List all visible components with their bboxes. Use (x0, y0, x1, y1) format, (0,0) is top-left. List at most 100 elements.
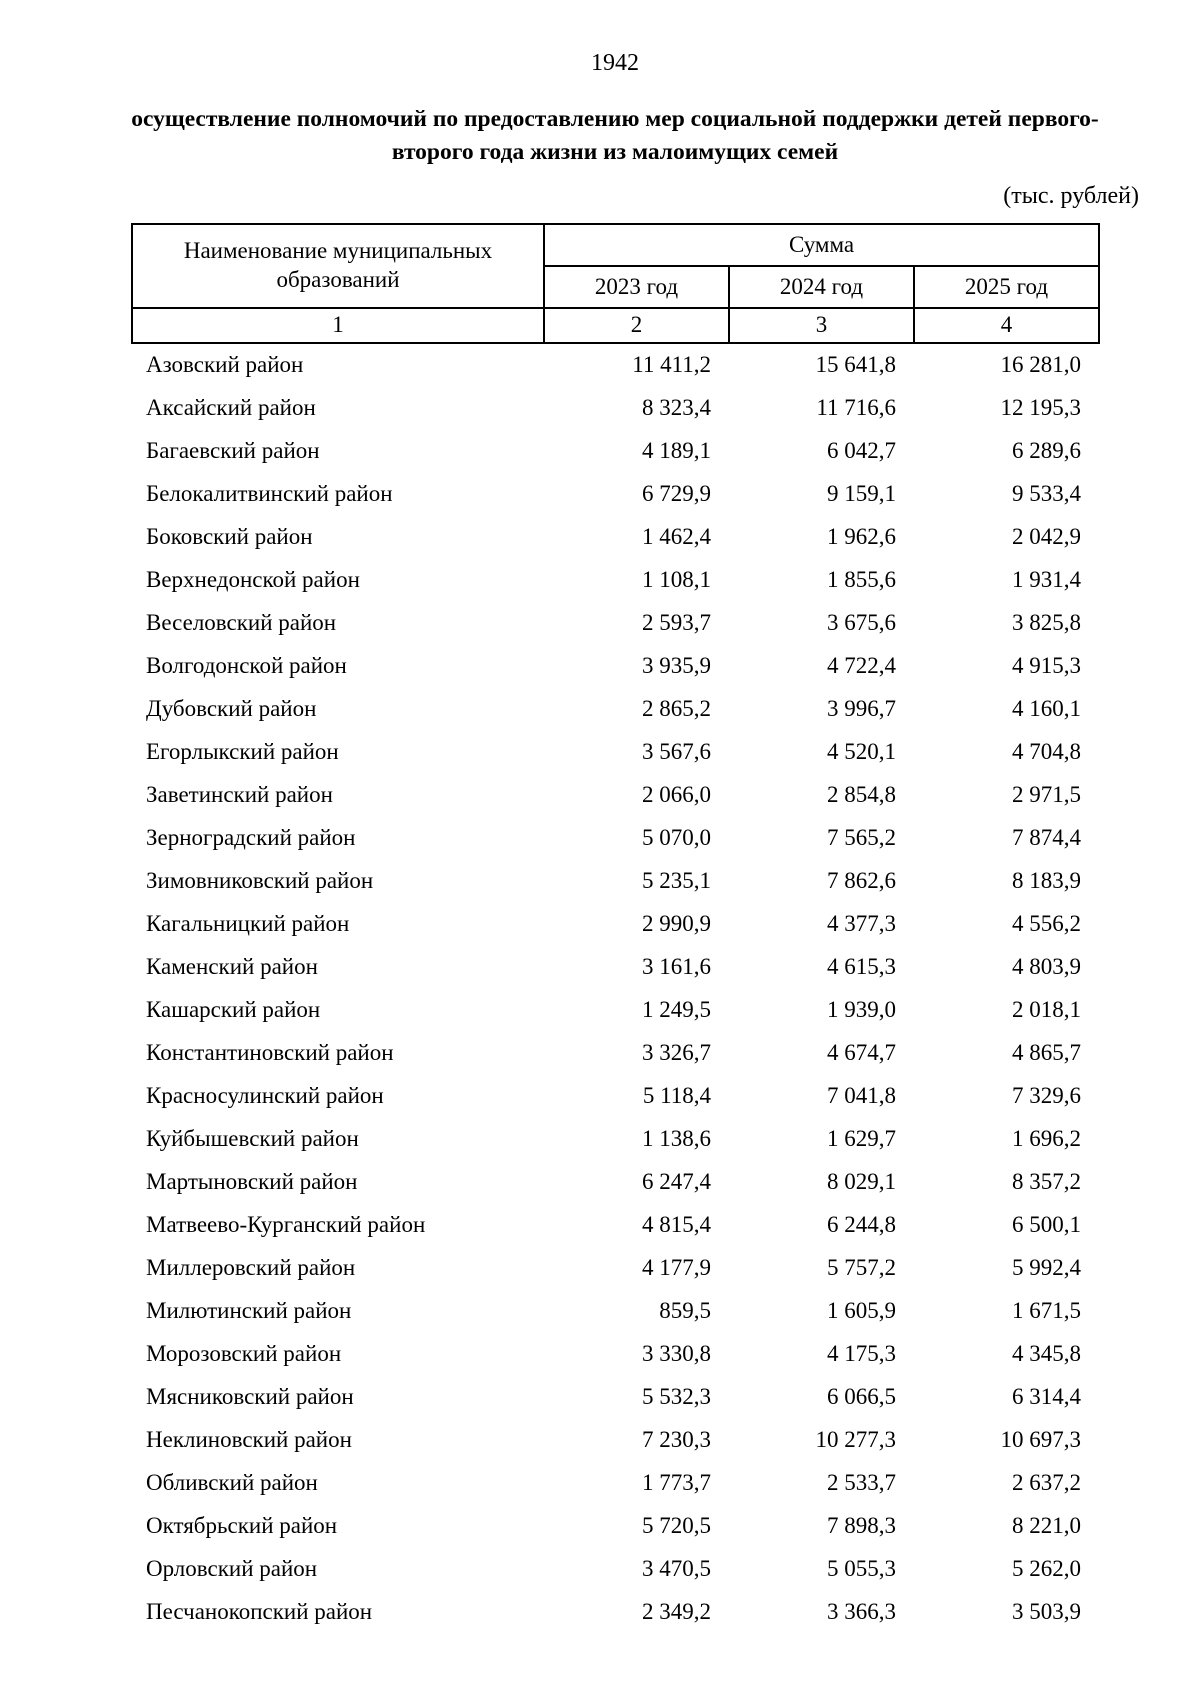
value-2025-cell: 4 556,2 (1012, 911, 1082, 937)
value-2024-cell: 1 855,6 (827, 567, 896, 593)
value-2025-cell: 6 289,6 (1012, 438, 1082, 464)
table-row: Багаевский район 4 189,1 6 042,7 6 289,6 (132, 430, 1099, 473)
table-row: Белокалитвинский район 6 729,9 9 159,1 9 53… (132, 473, 1099, 516)
value-2023-cell: 2 066,0 (642, 782, 711, 808)
table-row: Зерноградский район 5 070,0 7 565,2 7 874,4 (132, 817, 1099, 860)
value-2023-cell: 5 532,3 (642, 1384, 711, 1410)
value-2023-cell: 11 411,2 (632, 352, 711, 378)
value-2023-cell: 4 815,4 (642, 1212, 711, 1238)
value-2024-cell: 4 615,3 (827, 954, 896, 980)
table-row: Матвеево-Курганский район 4 815,4 6 244,8 6… (132, 1204, 1099, 1247)
value-2023-cell: 8 323,4 (642, 395, 711, 421)
value-2025-cell: 3 825,8 (1012, 610, 1082, 636)
value-2024-cell: 4 674,7 (827, 1040, 896, 1066)
value-2023-cell: 6 247,4 (642, 1169, 711, 1195)
value-2025-cell: 2 018,1 (1012, 997, 1082, 1023)
page-content: 1942 осуществление полномочий по предост… (131, 0, 1139, 1634)
district-name-cell: Милютинский район (146, 1298, 352, 1324)
value-2023-cell: 3 935,9 (642, 653, 711, 679)
value-2025-cell: 8 357,2 (1012, 1169, 1082, 1195)
value-2025-cell: 16 281,0 (1000, 352, 1082, 378)
value-2025-cell: 10 697,3 (1000, 1427, 1082, 1453)
value-2023-cell: 1 108,1 (642, 567, 711, 593)
district-name-cell: Каменский район (146, 954, 318, 980)
header-years-row: 2023 год 2024 год 2025 год (132, 264, 1101, 309)
value-2025-cell: 4 915,3 (1012, 653, 1082, 679)
value-2025-cell: 1 696,2 (1012, 1126, 1082, 1152)
column-index-3: 3 (728, 306, 915, 344)
district-name-cell: Аксайский район (146, 395, 316, 421)
value-2023-cell: 6 729,9 (642, 481, 711, 507)
district-name-cell: Обливский район (146, 1470, 318, 1496)
value-2023-cell: 3 470,5 (642, 1556, 711, 1582)
table-row: Орловский район 3 470,5 5 055,3 5 262,0 (132, 1548, 1099, 1591)
table-row: Дубовский район 2 865,2 3 996,7 4 160,1 (132, 688, 1099, 731)
district-name-cell: Дубовский район (146, 696, 317, 722)
value-2025-cell: 6 500,1 (1012, 1212, 1082, 1238)
table-header: Наименование муниципальных образований С… (131, 222, 1101, 344)
value-2025-cell: 4 345,8 (1012, 1341, 1082, 1367)
district-name-cell: Красносулинский район (146, 1083, 384, 1109)
value-2024-cell: 3 366,3 (827, 1599, 896, 1625)
value-2024-cell: 9 159,1 (827, 481, 896, 507)
header-index-row: 1 2 3 4 (131, 306, 1101, 344)
table-row: Октябрьский район 5 720,5 7 898,3 8 221,0 (132, 1505, 1099, 1548)
value-2023-cell: 2 865,2 (642, 696, 711, 722)
table-row: Мартыновский район 6 247,4 8 029,1 8 357,2 (132, 1161, 1099, 1204)
header-group-row: Наименование муниципальных образований С… (131, 222, 1101, 309)
district-name-cell: Веселовский район (146, 610, 337, 636)
value-2023-cell: 5 720,5 (642, 1513, 711, 1539)
table-row: Неклиновский район 7 230,3 10 277,3 10 697,… (132, 1419, 1099, 1462)
value-2024-cell: 4 377,3 (827, 911, 896, 937)
district-name-cell: Кашарский район (146, 997, 321, 1023)
district-name-cell: Волгодонской район (146, 653, 347, 679)
appropriations-table: Наименование муниципальных образований С… (131, 222, 1101, 1634)
name-column-header: Наименование муниципальных образований (131, 222, 545, 309)
district-name-cell: Песчанокопский район (146, 1599, 373, 1625)
value-2024-cell: 15 641,8 (815, 352, 897, 378)
district-name-cell: Октябрьский район (146, 1513, 338, 1539)
table-row: Красносулинский район 5 118,4 7 041,8 7 329… (132, 1075, 1099, 1118)
value-2024-cell: 10 277,3 (815, 1427, 897, 1453)
value-2025-cell: 8 183,9 (1012, 868, 1082, 894)
value-2025-cell: 8 221,0 (1012, 1513, 1082, 1539)
district-name-cell: Боковский район (146, 524, 313, 550)
value-2024-cell: 7 041,8 (827, 1083, 896, 1109)
page-number: 1942 (591, 50, 639, 76)
table-body: Азовский район 11 411,2 15 641,8 16 281,0 Ак… (132, 343, 1099, 1634)
value-2024-cell: 1 605,9 (827, 1298, 896, 1324)
year-2025-header: 2025 год (912, 264, 1101, 309)
district-name-cell: Багаевский район (146, 438, 320, 464)
table-row: Кашарский район 1 249,5 1 939,0 2 018,1 (132, 989, 1099, 1032)
value-2023-cell: 2 349,2 (642, 1599, 711, 1625)
value-2025-cell: 3 503,9 (1012, 1599, 1082, 1625)
value-2023-cell: 859,5 (659, 1298, 711, 1324)
value-2024-cell: 7 862,6 (827, 868, 896, 894)
value-2025-cell: 6 314,4 (1012, 1384, 1082, 1410)
column-index-4: 4 (912, 306, 1101, 344)
value-2025-cell: 2 637,2 (1012, 1470, 1082, 1496)
value-2025-cell: 5 262,0 (1012, 1556, 1082, 1582)
value-2023-cell: 1 773,7 (642, 1470, 711, 1496)
value-2023-cell: 1 138,6 (642, 1126, 711, 1152)
value-2024-cell: 3 996,7 (827, 696, 896, 722)
table-row: Каменский район 3 161,6 4 615,3 4 803,9 (132, 946, 1099, 989)
column-index-2: 2 (543, 306, 730, 344)
table-row: Волгодонской район 3 935,9 4 722,4 4 915,3 (132, 645, 1099, 688)
value-2023-cell: 7 230,3 (642, 1427, 711, 1453)
value-2023-cell: 2 593,7 (642, 610, 711, 636)
district-name-cell: Зимовниковский район (146, 868, 374, 894)
value-2025-cell: 1 931,4 (1012, 567, 1082, 593)
district-name-cell: Кагальницкий район (146, 911, 350, 937)
district-name-cell: Миллеровский район (146, 1255, 356, 1281)
value-2024-cell: 4 175,3 (827, 1341, 896, 1367)
value-2025-cell: 2 971,5 (1012, 782, 1082, 808)
table-row: Кагальницкий район 2 990,9 4 377,3 4 556,2 (132, 903, 1099, 946)
table-row: Аксайский район 8 323,4 11 716,6 12 195,3 (132, 387, 1099, 430)
table-row: Константиновский район 3 326,7 4 674,7 4 86… (132, 1032, 1099, 1075)
value-2025-cell: 1 671,5 (1012, 1298, 1082, 1324)
table-row: Куйбышевский район 1 138,6 1 629,7 1 696,2 (132, 1118, 1099, 1161)
table-row: Морозовский район 3 330,8 4 175,3 4 345,8 (132, 1333, 1099, 1376)
table-row: Боковский район 1 462,4 1 962,6 2 042,9 (132, 516, 1099, 559)
